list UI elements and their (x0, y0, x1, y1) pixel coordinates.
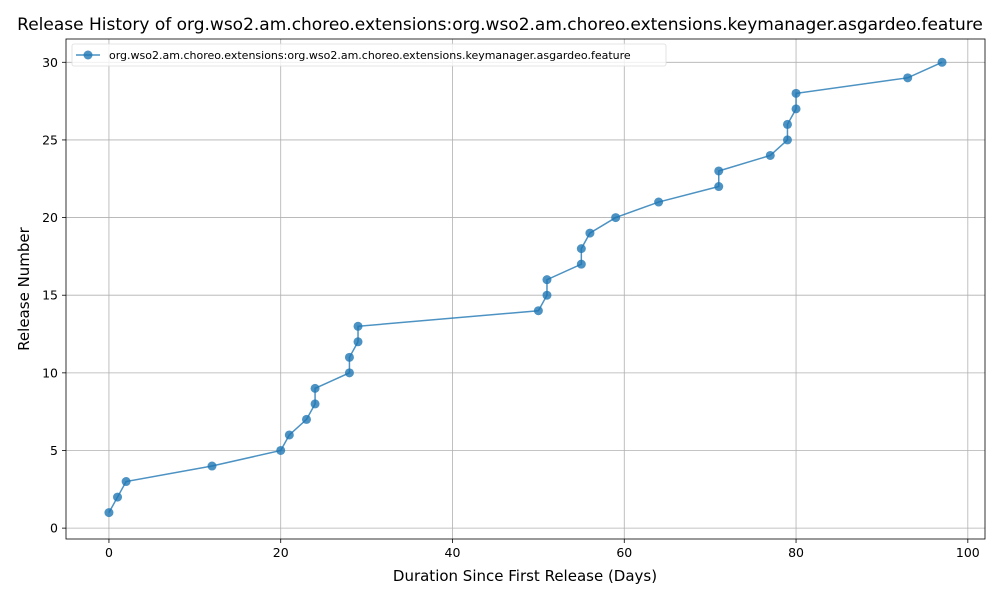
data-point (791, 88, 801, 98)
data-point (207, 461, 217, 471)
data-point (353, 337, 363, 347)
grid-lines (66, 39, 985, 539)
data-point (585, 228, 595, 238)
data-point (353, 321, 363, 331)
y-tick-label: 10 (42, 365, 58, 380)
plot-area-frame (65, 38, 986, 540)
data-point (576, 244, 586, 254)
data-series (104, 57, 947, 518)
data-point (310, 383, 320, 393)
data-point (714, 166, 724, 176)
x-tick-label: 100 (956, 545, 980, 560)
data-point (113, 492, 123, 502)
x-tick-label: 40 (445, 545, 461, 560)
chart-title: Release History of org.wso2.am.choreo.ex… (17, 15, 983, 35)
data-point (104, 508, 114, 518)
legend-marker-swatch (83, 50, 93, 60)
y-tick-label: 25 (42, 132, 58, 147)
axis-ticks: 0 20 40 60 80 100 0 5 10 15 20 25 30 (42, 55, 980, 560)
data-point (533, 306, 543, 316)
data-point (284, 430, 294, 440)
data-point (765, 150, 775, 160)
data-point (903, 73, 913, 83)
legend-entry-label: org.wso2.am.choreo.extensions:org.wso2.a… (109, 49, 631, 62)
data-point (121, 477, 131, 487)
legend[interactable]: org.wso2.am.choreo.extensions:org.wso2.a… (71, 43, 667, 67)
y-tick-label: 5 (50, 443, 58, 458)
data-point (276, 445, 286, 455)
y-tick-label: 0 (50, 521, 58, 536)
data-point (782, 119, 792, 129)
x-tick-label: 80 (788, 545, 804, 560)
y-tick-label: 20 (42, 210, 58, 225)
data-point (791, 104, 801, 114)
data-point (542, 275, 552, 285)
data-point (310, 399, 320, 409)
data-point (344, 368, 354, 378)
data-point (576, 259, 586, 269)
x-tick-label: 60 (616, 545, 632, 560)
data-point (301, 414, 311, 424)
data-point (654, 197, 664, 207)
x-tick-label: 20 (273, 545, 289, 560)
y-axis-label: Release Number (15, 226, 33, 350)
x-axis-label: Duration Since First Release (Days) (393, 567, 657, 585)
series-line (108, 61, 943, 513)
y-tick-label: 15 (42, 288, 58, 303)
data-point (782, 135, 792, 145)
data-point (344, 352, 354, 362)
data-point (542, 290, 552, 300)
data-point (937, 57, 947, 67)
y-tick-label: 30 (42, 55, 58, 70)
data-point (714, 182, 724, 192)
x-tick-label: 0 (105, 545, 113, 560)
data-point (611, 213, 621, 223)
legend-box (71, 43, 667, 67)
